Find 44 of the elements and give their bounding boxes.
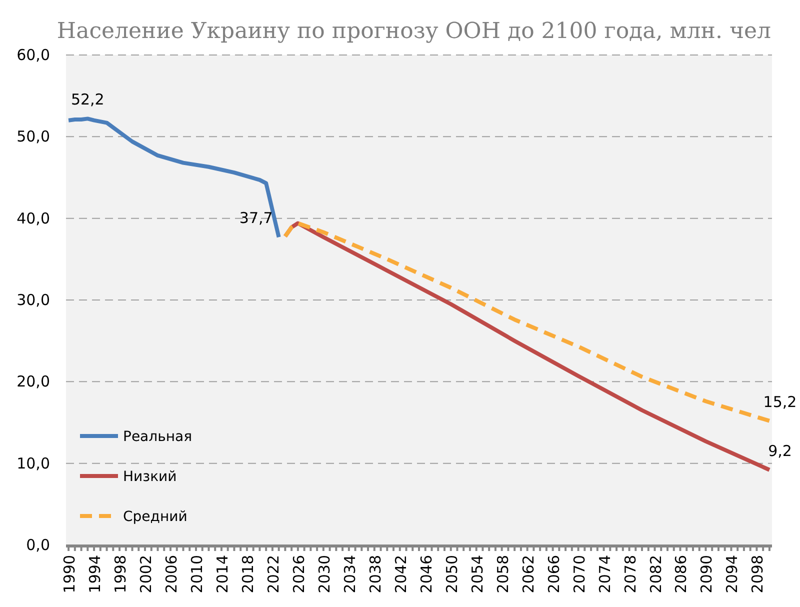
x-tick-label: 1998 bbox=[112, 555, 130, 594]
x-tick-label: 1994 bbox=[86, 555, 104, 594]
line-series bbox=[66, 116, 281, 240]
data-label: 37,7 bbox=[239, 209, 273, 228]
x-tick-label: 2098 bbox=[748, 555, 767, 594]
x-tick-label: 2034 bbox=[340, 555, 359, 594]
y-tick-label: 50,0 bbox=[16, 128, 50, 146]
x-tick-label: 2014 bbox=[213, 555, 232, 594]
x-tick-label: 2090 bbox=[698, 555, 716, 594]
x-tick-label: 2006 bbox=[162, 555, 180, 594]
x-tick-label: 1990 bbox=[60, 555, 79, 594]
x-tick-label: 2058 bbox=[494, 555, 512, 594]
x-tick-label: 2086 bbox=[672, 555, 690, 594]
chart-title: Население Украину по прогнозу ООН до 2100 года, млн. чел bbox=[56, 19, 772, 44]
x-tick-label: 2042 bbox=[392, 555, 410, 594]
data-label: 15,2 bbox=[763, 392, 797, 411]
x-tick-label: 2066 bbox=[544, 555, 563, 594]
x-tick-label: 2022 bbox=[264, 555, 282, 594]
x-tick-label: 2002 bbox=[137, 555, 156, 594]
y-tick-label: 30,0 bbox=[16, 291, 50, 309]
x-tick-label: 2074 bbox=[596, 555, 614, 594]
x-tick-label: 2010 bbox=[188, 555, 206, 594]
x-tick-label: 2038 bbox=[366, 555, 384, 594]
legend-label: Реальная bbox=[123, 429, 192, 445]
x-tick-label: 2078 bbox=[621, 555, 640, 594]
y-tick-label: 20,0 bbox=[16, 372, 50, 391]
x-tick-label: 2094 bbox=[723, 555, 742, 594]
x-tick-label: 2030 bbox=[315, 555, 334, 594]
x-tick-label: 2046 bbox=[417, 555, 436, 594]
y-tick-label: 60,0 bbox=[16, 46, 50, 64]
legend-label: Низкий bbox=[123, 469, 177, 485]
legend-label: Средний bbox=[123, 509, 188, 525]
x-tick-label: 2050 bbox=[442, 555, 461, 594]
x-tick-label: 2062 bbox=[519, 555, 538, 594]
y-tick-label: 10,0 bbox=[16, 454, 50, 472]
x-tick-label: 2082 bbox=[646, 555, 665, 594]
x-tick-label: 2026 bbox=[290, 555, 308, 594]
data-label: 9,2 bbox=[768, 442, 792, 460]
x-tick-label: 2070 bbox=[570, 555, 588, 594]
x-tick-label: 2018 bbox=[238, 555, 257, 594]
y-tick-label: 0,0 bbox=[26, 536, 50, 554]
y-tick-label: 40,0 bbox=[16, 209, 50, 228]
data-label: 52,2 bbox=[70, 90, 104, 109]
x-tick-label: 2054 bbox=[468, 555, 486, 594]
